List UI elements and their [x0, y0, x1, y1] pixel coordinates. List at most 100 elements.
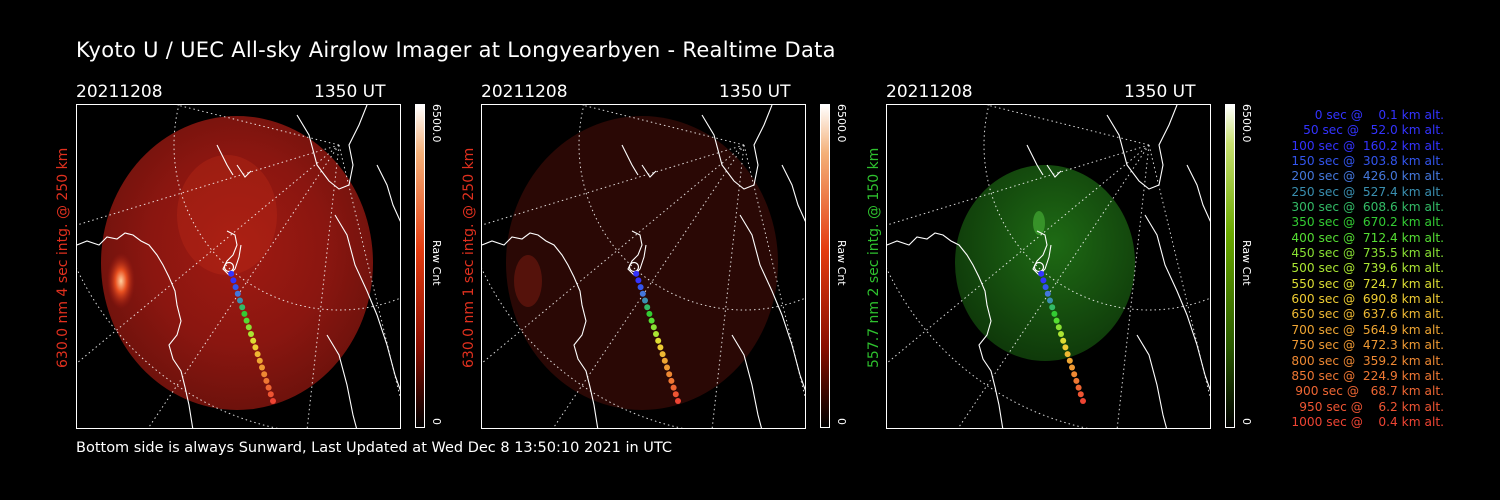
trajectory-point [1055, 324, 1062, 331]
trajectory-point [666, 371, 673, 378]
trajectory-point [252, 344, 259, 351]
trajectory-point [230, 277, 237, 284]
colorbar-unit: Raw Cnt [835, 240, 848, 286]
trajectory-point [670, 384, 677, 391]
trajectory-point [1069, 364, 1075, 371]
trajectory-point [261, 371, 268, 378]
trajectory-point [1038, 270, 1045, 277]
trajectory-point [248, 331, 254, 337]
legend-item: 750 sec @ 472.3 km alt. [1291, 338, 1444, 353]
trajectory-point [1051, 310, 1058, 317]
trajectory-point [668, 377, 675, 384]
allsky-image-557-2s [886, 104, 1211, 429]
coastline [482, 105, 805, 428]
trajectory-point [1053, 317, 1060, 324]
trajectory-legend: 0 sec @ 0.1 km alt. 50 sec @ 52.0 km alt.… [1262, 108, 1444, 430]
trajectory-point [1040, 277, 1047, 284]
coastline [77, 105, 400, 428]
colorbar [415, 104, 425, 428]
allsky-image-630-1s [481, 104, 806, 429]
trajectory-point [263, 377, 270, 384]
trajectory-point [239, 304, 246, 311]
trajectory-point [633, 270, 640, 277]
trajectory-point [661, 357, 668, 364]
panel-channel-label: 630.0 nm 1 sec intg. @ 250 km [461, 147, 477, 368]
legend-item: 700 sec @ 564.9 km alt. [1291, 322, 1444, 337]
trajectory-point [256, 357, 263, 364]
legend-item: 850 sec @ 224.9 km alt. [1291, 368, 1444, 383]
legend-item: 500 sec @ 739.6 km alt. [1291, 261, 1444, 276]
panel-time: 1350 UT [1124, 82, 1196, 102]
legend-item: 1000 sec @ 0.4 km alt. [1291, 414, 1444, 429]
page-title: Kyoto U / UEC All-sky Airglow Imager at … [76, 38, 836, 62]
trajectory-point [664, 364, 670, 371]
trajectory-point [1049, 304, 1056, 311]
colorbar [820, 104, 830, 428]
legend-item: 600 sec @ 690.8 km alt. [1291, 292, 1444, 307]
legend-item: 100 sec @ 160.2 km alt. [1291, 138, 1444, 153]
trajectory-point [648, 317, 655, 324]
panel-channel-label: 630.0 nm 4 sec intg. @ 250 km [55, 147, 71, 368]
trajectory-point [243, 317, 250, 324]
trajectory-point [254, 351, 261, 358]
legend-item: 150 sec @ 303.8 km alt. [1291, 154, 1444, 169]
trajectory-point [241, 310, 248, 317]
trajectory-point [635, 277, 642, 284]
trajectory-point [1077, 391, 1084, 398]
colorbar-unit: Raw Cnt [430, 240, 443, 286]
footer-status: Bottom side is always Sunward, Last Upda… [76, 440, 673, 456]
aurora-bright-spot [107, 253, 135, 309]
trajectory-point [223, 261, 235, 273]
trajectory-point [628, 261, 640, 273]
trajectory-point [650, 324, 657, 331]
trajectory-point [1066, 357, 1073, 364]
legend-item: 800 sec @ 359.2 km alt. [1291, 353, 1444, 368]
colorbar-max: 6500.0 [1240, 104, 1253, 143]
colorbar-max: 6500.0 [835, 104, 848, 143]
legend-item: 900 sec @ 68.7 km alt. [1295, 384, 1444, 399]
panel-date: 20211208 [481, 82, 568, 102]
trajectory-point [250, 337, 257, 344]
trajectory-point [1042, 284, 1049, 291]
trajectory-point [1071, 371, 1078, 378]
trajectory-point [655, 337, 662, 344]
trajectory-point [1060, 337, 1067, 344]
trajectory-point [675, 398, 681, 404]
colorbar-min: 0 [1240, 418, 1253, 425]
trajectory-point [232, 284, 239, 291]
trajectory-point [237, 297, 243, 304]
trajectory-point [265, 384, 272, 391]
trajectory-point [270, 398, 276, 404]
colorbar-min: 0 [835, 418, 848, 425]
trajectory-point [259, 364, 265, 371]
panel-channel-label: 557.7 nm 2 sec intg. @ 150 km [866, 147, 882, 368]
colorbar-unit: Raw Cnt [1240, 240, 1253, 286]
allsky-image-630-4s [76, 104, 401, 429]
trajectory-point [672, 391, 679, 398]
panel-time: 1350 UT [314, 82, 386, 102]
trajectory-point [1047, 297, 1053, 304]
trajectory-point [1064, 351, 1071, 358]
trajectory-point [657, 344, 664, 351]
trajectory-point [1062, 344, 1069, 351]
legend-item: 0 sec @ 0.1 km alt. [1314, 108, 1444, 122]
trajectory-point [637, 284, 644, 291]
legend-item: 250 sec @ 527.4 km alt. [1291, 184, 1444, 199]
trajectory-point [1058, 331, 1064, 337]
panel-date: 20211208 [886, 82, 973, 102]
legend-item: 350 sec @ 670.2 km alt. [1291, 215, 1444, 230]
trajectory-point [234, 290, 241, 297]
colorbar-max: 6500.0 [430, 104, 443, 143]
colorbar [1225, 104, 1235, 428]
trajectory-point [1044, 290, 1051, 297]
trajectory-point [1080, 398, 1086, 404]
trajectory-point [1033, 261, 1045, 273]
airglow-disk [955, 165, 1135, 361]
legend-item: 400 sec @ 712.4 km alt. [1291, 230, 1444, 245]
trajectory-point [642, 297, 648, 304]
trajectory-point [245, 324, 252, 331]
panel-time: 1350 UT [719, 82, 791, 102]
legend-item: 550 sec @ 724.7 km alt. [1291, 276, 1444, 291]
trajectory-point [644, 304, 651, 311]
trajectory-point [267, 391, 274, 398]
